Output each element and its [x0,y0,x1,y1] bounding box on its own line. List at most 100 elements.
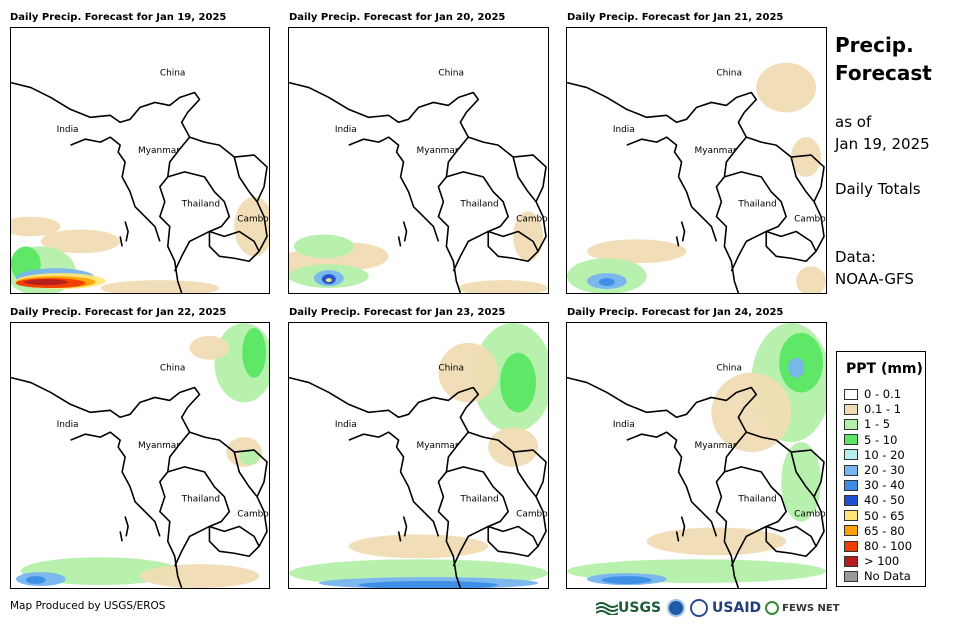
country-border [348,136,440,242]
country-border [567,376,758,433]
label-cambodia: Cambodia [237,510,269,520]
precip-area [458,280,548,293]
country-border [208,230,260,263]
legend-swatch [844,464,858,476]
country-border [746,431,825,547]
map-canvas: China India Myanmar Thailand Cambodia [289,323,548,588]
country-border [437,431,469,588]
country-border [159,431,191,588]
precip-area [234,196,269,257]
legend-swatch [844,525,858,537]
legend-item: 0 - 0.1 [844,386,901,402]
partner-logos: USGS USAID FEWS NET [596,597,840,619]
label-cambodia: Cambodia [516,510,548,520]
panel-title-5: Daily Precip. Forecast for Jan 23, 2025 [289,307,506,318]
country-border [167,466,231,567]
country-border [11,376,201,433]
legend-label: 50 - 65 [864,508,905,523]
label-china: China [160,364,185,374]
precip-area [325,278,332,283]
country-border [70,136,161,242]
legend-title: PPT (mm) [846,361,923,377]
label-china: China [160,69,185,79]
sidebar-as-of: as of [835,113,872,131]
noaa-logo-icon [667,599,686,617]
legend-swatch [844,510,858,522]
forecast-map-jan24: China India Myanmar Thailand Cambodia [566,322,827,589]
fews-globe-icon [765,601,780,615]
usaid-seal-icon [690,599,709,617]
legend-item: 20 - 30 [844,462,905,478]
fews-net-logo: FEWS NET [765,601,840,615]
label-thailand: Thailand [737,200,776,210]
label-india: India [613,420,635,430]
legend-swatch [844,449,858,461]
country-border [468,136,547,252]
country-border [289,81,480,138]
sidebar-date: Jan 19, 2025 [835,135,930,153]
legend-item: No Data [844,568,911,584]
legend-label: 40 - 50 [864,493,905,508]
label-china: China [716,364,742,374]
precip-area [242,327,267,378]
precip-area [438,342,499,403]
usgs-logo-text: USGS [618,600,662,616]
legend-item: 80 - 100 [844,538,912,554]
country-border [765,525,817,558]
legend-label: > 100 [864,554,900,569]
country-border [746,136,825,252]
label-india: India [613,125,635,135]
country-border [765,230,817,263]
label-india: India [335,125,357,135]
panel-title-1: Daily Precip. Forecast for Jan 19, 2025 [10,12,227,23]
precip-area [293,234,354,259]
legend-swatch [844,418,858,430]
country-border [446,171,509,272]
label-thailand: Thailand [181,495,220,505]
country-border [189,136,268,252]
precip-area [500,352,537,413]
legend-label: 1 - 5 [864,417,891,432]
country-border [446,466,509,567]
precip-area [796,266,826,293]
precip-area [140,564,260,588]
panel-title-3: Daily Precip. Forecast for Jan 21, 2025 [567,12,784,23]
country-border [487,230,539,263]
country-border [234,449,268,498]
country-border [189,431,268,547]
legend-item: 65 - 80 [844,523,905,539]
forecast-map-jan20: China India Myanmar Thailand Cambodia [288,27,549,294]
map-canvas: China India Myanmar Thailand Cambodia [11,69,269,293]
fews-net-logo-text: FEWS NET [782,602,840,614]
country-border [513,449,547,498]
legend-label: 30 - 40 [864,478,905,493]
precip-area [791,137,822,177]
legend-item: 1 - 5 [844,416,890,432]
precip-area [40,229,121,254]
forecast-map-jan21: China India Myanmar Thailand Cambodia [566,27,827,294]
label-myanmar: Myanmar [417,146,459,156]
country-border [348,431,440,537]
label-china: China [438,69,464,79]
precip-area [781,442,822,522]
country-border [70,431,161,537]
country-border [675,516,686,542]
legend-swatch [844,388,858,400]
legend-label: 80 - 100 [864,539,913,553]
country-border [626,136,718,242]
precip-area [100,280,220,293]
precip-area [25,576,46,585]
country-border [715,431,747,588]
country-border [626,431,718,537]
label-thailand: Thailand [459,200,498,210]
legend-item: 10 - 20 [844,447,905,463]
country-border [208,525,260,558]
map-canvas: China India Myanmar Thailand Cambodia [289,69,548,293]
precip-area [23,279,68,286]
country-border [675,221,686,247]
label-thailand: Thailand [737,495,776,505]
usgs-wave-icon [596,602,618,615]
label-cambodia: Cambodia [794,215,826,225]
legend-swatch [844,403,858,415]
